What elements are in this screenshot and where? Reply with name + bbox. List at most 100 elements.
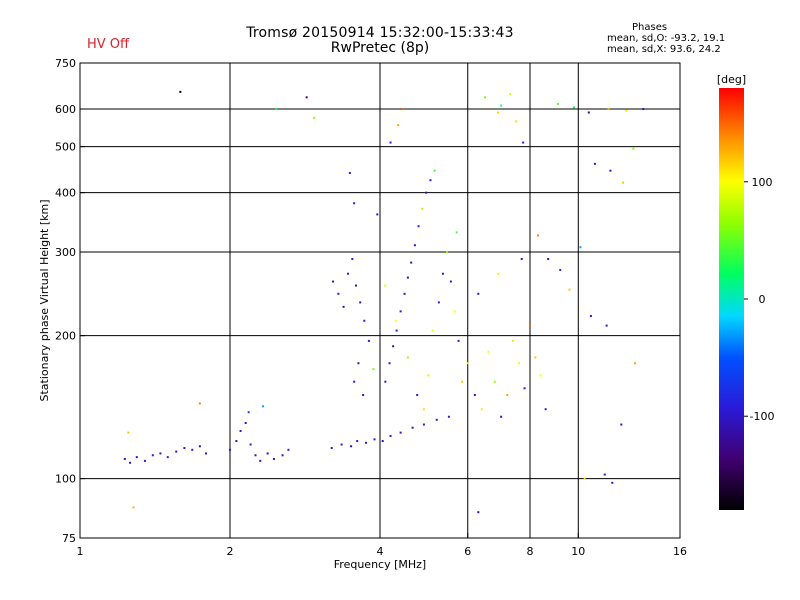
- data-point: [266, 452, 269, 455]
- y-axis-label: Stationary phase Virtual Height [km]: [38, 199, 51, 401]
- data-point: [367, 339, 370, 342]
- data-point: [395, 329, 398, 332]
- data-point: [642, 108, 645, 111]
- data-point: [340, 443, 343, 446]
- data-point: [384, 284, 387, 287]
- data-point: [447, 415, 450, 418]
- data-point: [353, 202, 356, 205]
- x-tick-label: 16: [673, 545, 687, 558]
- data-point: [127, 431, 130, 434]
- data-point: [365, 441, 368, 444]
- x-axis-ticks: 1 2 4 6 8 10 16: [77, 533, 687, 558]
- data-point: [493, 380, 496, 383]
- data-point: [346, 272, 349, 275]
- data-point: [350, 445, 353, 448]
- y-tick-label: 600: [55, 103, 76, 116]
- data-point: [609, 169, 612, 172]
- x-tick-label: 1: [77, 545, 84, 558]
- data-point: [406, 356, 409, 359]
- data-point: [515, 120, 518, 123]
- data-point: [132, 506, 135, 509]
- y-tick-label: 200: [55, 330, 76, 343]
- x-tick-label: 4: [377, 545, 384, 558]
- data-point: [509, 93, 512, 96]
- data-point: [449, 280, 452, 283]
- data-point: [512, 339, 515, 342]
- data-point: [389, 434, 392, 437]
- data-point: [473, 394, 476, 397]
- data-point: [354, 284, 357, 287]
- data-point: [589, 315, 592, 318]
- data-point: [399, 431, 402, 434]
- x-tick-label: 6: [464, 545, 471, 558]
- data-point: [399, 310, 402, 313]
- data-point: [204, 452, 207, 455]
- data-point: [453, 310, 456, 313]
- data-point: [544, 408, 547, 411]
- y-tick-label: 100: [55, 473, 76, 486]
- data-point: [359, 301, 362, 304]
- data-point: [466, 362, 469, 365]
- data-point: [389, 141, 392, 144]
- data-point: [587, 111, 590, 114]
- x-tick-label: 2: [227, 545, 234, 558]
- data-point: [611, 481, 614, 484]
- data-point: [413, 244, 416, 247]
- y-tick-label: 400: [55, 187, 76, 200]
- data-point: [534, 356, 537, 359]
- data-point: [477, 292, 480, 295]
- colorbar-ticks: 100 0 -100: [744, 176, 774, 423]
- data-point: [151, 454, 154, 457]
- data-point: [529, 324, 531, 327]
- data-point: [179, 90, 182, 93]
- data-point: [477, 511, 480, 514]
- y-tick-label: 500: [55, 141, 76, 154]
- data-point: [305, 96, 308, 99]
- data-point: [441, 272, 444, 275]
- data-point: [239, 429, 242, 432]
- data-point: [603, 473, 606, 476]
- data-point: [437, 301, 440, 304]
- data-point: [568, 288, 571, 291]
- x-tick-label: 10: [571, 545, 585, 558]
- data-point: [135, 456, 138, 459]
- data-point: [435, 418, 438, 421]
- data-point: [235, 440, 238, 443]
- data-point: [372, 368, 375, 371]
- data-point: [421, 207, 424, 210]
- colorbar-tick-label: -100: [750, 410, 775, 423]
- data-point: [275, 108, 278, 111]
- data-point: [254, 454, 257, 457]
- data-point: [634, 362, 637, 365]
- data-point: [422, 423, 425, 426]
- data-point: [484, 96, 487, 99]
- data-point: [123, 457, 126, 460]
- data-point: [332, 280, 335, 283]
- data-point: [411, 426, 414, 429]
- data-point: [559, 268, 562, 271]
- data-point: [281, 454, 284, 457]
- data-point: [198, 402, 201, 405]
- data-point: [506, 394, 509, 397]
- data-point: [342, 305, 345, 308]
- data-point: [191, 448, 194, 451]
- data-point: [517, 362, 520, 365]
- data-point: [622, 181, 625, 184]
- data-points: [123, 90, 645, 514]
- grid-lines: [80, 63, 680, 538]
- data-point: [175, 450, 178, 453]
- data-point: [593, 162, 596, 165]
- data-point: [523, 387, 526, 390]
- data-point: [572, 106, 575, 109]
- data-point: [402, 108, 405, 111]
- data-point: [632, 147, 635, 150]
- data-point: [229, 448, 231, 451]
- phase-stats-x-mode: mean, sd,X: 93.6, 24.2: [607, 44, 721, 55]
- data-point: [287, 448, 290, 451]
- data-point: [522, 141, 525, 144]
- data-point: [445, 251, 448, 254]
- x-tick-label: 8: [527, 545, 534, 558]
- y-tick-label: 300: [55, 246, 76, 259]
- data-point: [607, 108, 610, 111]
- data-point: [356, 440, 359, 443]
